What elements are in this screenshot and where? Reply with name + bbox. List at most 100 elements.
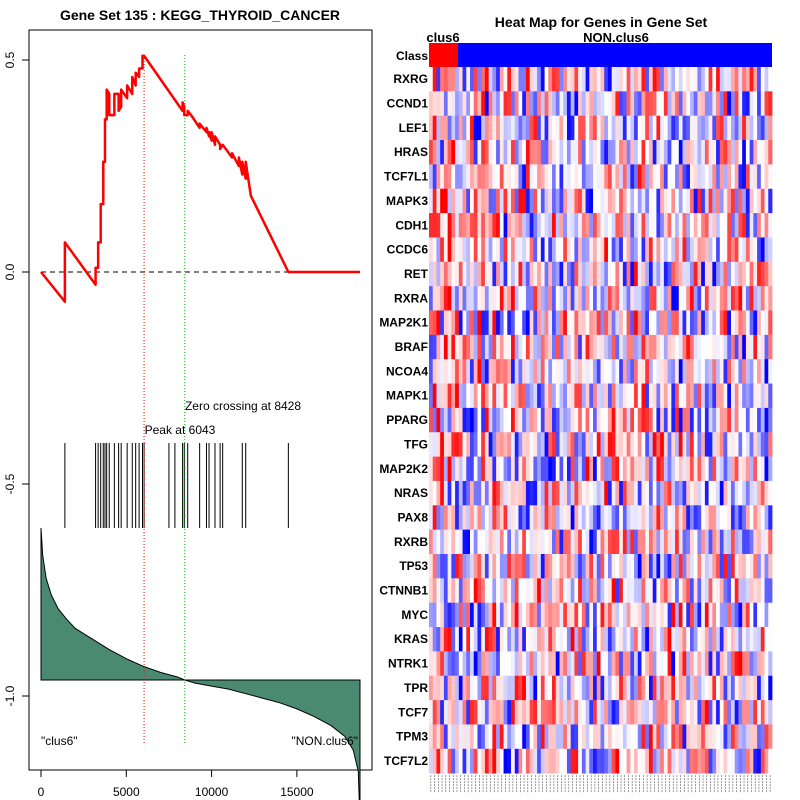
heatmap-cell: [607, 602, 613, 628]
heatmap-cell: [645, 140, 650, 165]
heatmap-cell: [484, 383, 490, 409]
heatmap-cell: [511, 651, 516, 677]
heatmap-cell: [462, 164, 467, 190]
heatmap-cell: [507, 578, 512, 604]
heatmap-cell: [708, 310, 713, 336]
heatmap-cell: [544, 480, 549, 506]
heatmap-cell: [757, 310, 762, 336]
heatmap-cell: [738, 359, 743, 384]
heatmap-cell: [622, 407, 627, 433]
heatmap-cell: [678, 748, 683, 774]
heatmap-cell: [436, 529, 441, 555]
heatmap-cell: [749, 334, 754, 360]
heatmap-cell: [548, 213, 553, 238]
heatmap-cell: [749, 359, 754, 384]
heatmap-cell: [716, 700, 721, 725]
heatmap-cell: [522, 651, 527, 677]
heatmap-cell: [484, 724, 490, 750]
heatmap-cell: [570, 456, 575, 482]
heatmap-cell: [522, 529, 527, 555]
heatmap-cell: [701, 554, 706, 579]
heatmap-cell: [540, 578, 545, 604]
heatmap-cell: [734, 748, 739, 774]
heatmap-cell: [440, 237, 445, 263]
heatmap-cell: [555, 188, 560, 214]
heatmap-cell: [656, 651, 661, 677]
heatmap-cell: [648, 432, 654, 457]
heatmap-cell: [477, 383, 482, 409]
heatmap-cell: [764, 67, 769, 92]
heatmap-cell: [652, 383, 657, 409]
heatmap-cell: [492, 700, 497, 725]
heatmap-cell: [734, 700, 739, 725]
heatmap-cell: [701, 261, 706, 287]
heatmap-cell: [555, 627, 560, 652]
heatmap-cell: [611, 602, 616, 628]
heatmap-cell: [585, 407, 590, 433]
heatmap-cell: [760, 286, 765, 311]
heatmap-cell: [630, 456, 635, 482]
heatmap-cell: [585, 383, 590, 409]
heatmap-cell: [689, 432, 695, 457]
heatmap-cell: [537, 359, 542, 384]
heatmap-cell: [637, 578, 642, 604]
heatmap-cell: [470, 456, 475, 482]
heatmap-cell: [660, 456, 665, 482]
heatmap-cell: [704, 724, 710, 750]
heatmap-cell: [757, 675, 762, 701]
heatmap-cell: [607, 748, 613, 774]
heatmap-cell: [589, 261, 594, 287]
heatmap-cell: [626, 675, 631, 701]
heatmap-cell: [704, 213, 710, 238]
heatmap-cell: [578, 456, 583, 482]
heatmap-cell: [429, 237, 434, 263]
heatmap-cell: [768, 140, 773, 165]
heatmap-cell: [466, 310, 471, 336]
heatmap-cell: [704, 383, 710, 409]
heatmap-cell: [470, 383, 475, 409]
heatmap-cell: [525, 554, 531, 579]
heatmap-cell: [578, 480, 583, 506]
heatmap-cell: [555, 334, 560, 360]
heatmap-cell: [540, 651, 545, 677]
heatmap-cell: [712, 115, 717, 141]
heatmap-cell: [708, 627, 713, 652]
heatmap-cell: [488, 554, 493, 579]
heatmap-cell: [563, 456, 568, 482]
heatmap-cell: [593, 237, 598, 263]
heatmap-cell: [686, 188, 691, 214]
heatmap-cell: [611, 383, 616, 409]
heatmap-cell: [656, 700, 661, 725]
heatmap-cell: [589, 748, 594, 774]
heatmap-cell: [548, 188, 553, 214]
heatmap-cell: [675, 480, 680, 506]
heatmap-cell: [585, 310, 590, 336]
heatmap-cell: [652, 700, 657, 725]
heatmap-cell: [682, 627, 687, 652]
heatmap-cell: [477, 529, 482, 555]
heatmap-cell: [470, 261, 475, 287]
heatmap-cell: [697, 700, 702, 725]
heatmap-cell: [645, 164, 650, 190]
heatmap-cell: [686, 724, 691, 750]
heatmap-cell: [719, 91, 724, 117]
heatmap-cell: [626, 456, 631, 482]
heatmap-cell: [470, 188, 475, 214]
heatmap-cell: [484, 359, 490, 384]
heatmap-cell: [552, 310, 557, 336]
heatmap-cell: [593, 456, 598, 482]
heatmap-cell: [451, 651, 456, 677]
heatmap-cell: [593, 140, 598, 165]
heatmap-cell: [686, 432, 691, 457]
heatmap-cell: [704, 115, 710, 141]
heatmap-cell: [529, 261, 534, 287]
heatmap-cell: [578, 310, 583, 336]
heatmap-cell: [730, 432, 736, 457]
heatmap-cell: [704, 359, 710, 384]
heatmap-cell: [734, 286, 739, 311]
heatmap-row-label: LEF1: [399, 121, 429, 135]
heatmap-cell: [548, 359, 553, 384]
heatmap-cell: [645, 383, 650, 409]
heatmap-cell: [481, 164, 486, 190]
heatmap-cell: [488, 578, 493, 604]
